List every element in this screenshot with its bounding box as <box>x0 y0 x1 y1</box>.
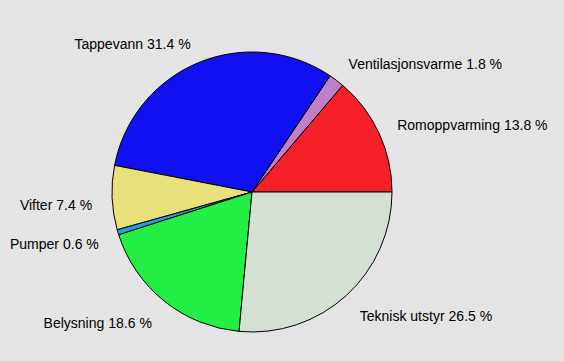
category-label: Tappevann <box>74 36 143 52</box>
slice <box>115 52 331 192</box>
category-label: Ventilasjonsvarme <box>349 56 463 72</box>
category-label: Vifter <box>20 197 53 213</box>
value-label: 31.4 % <box>147 36 191 52</box>
slice-label: Romoppvarming13.8 % <box>397 117 547 133</box>
slice-label: Belysning18.6 % <box>44 315 152 331</box>
slice-label: Teknisk utstyr26.5 % <box>360 308 492 324</box>
slice-label: Ventilasjonsvarme1.8 % <box>349 56 502 72</box>
slice-label: Vifter7.4 % <box>20 197 92 213</box>
value-label: 18.6 % <box>108 315 152 331</box>
value-label: 26.5 % <box>449 308 493 324</box>
value-label: 7.4 % <box>56 197 92 213</box>
value-label: 13.8 % <box>504 117 548 133</box>
category-label: Belysning <box>44 315 105 331</box>
value-label: 0.6 % <box>63 236 99 252</box>
slice-label: Tappevann31.4 % <box>74 36 190 52</box>
category-label: Pumper <box>10 236 59 252</box>
chart: Romoppvarming13.8 % Ventilasjonsvarme1.8 … <box>0 0 564 361</box>
value-label: 1.8 % <box>466 56 502 72</box>
slice <box>119 192 252 331</box>
category-label: Romoppvarming <box>397 117 500 133</box>
labels: Romoppvarming13.8 % Ventilasjonsvarme1.8 … <box>10 36 548 331</box>
background <box>0 0 564 361</box>
slices <box>112 52 392 332</box>
category-label: Teknisk utstyr <box>360 308 445 324</box>
slice-label: Pumper0.6 % <box>10 236 99 252</box>
